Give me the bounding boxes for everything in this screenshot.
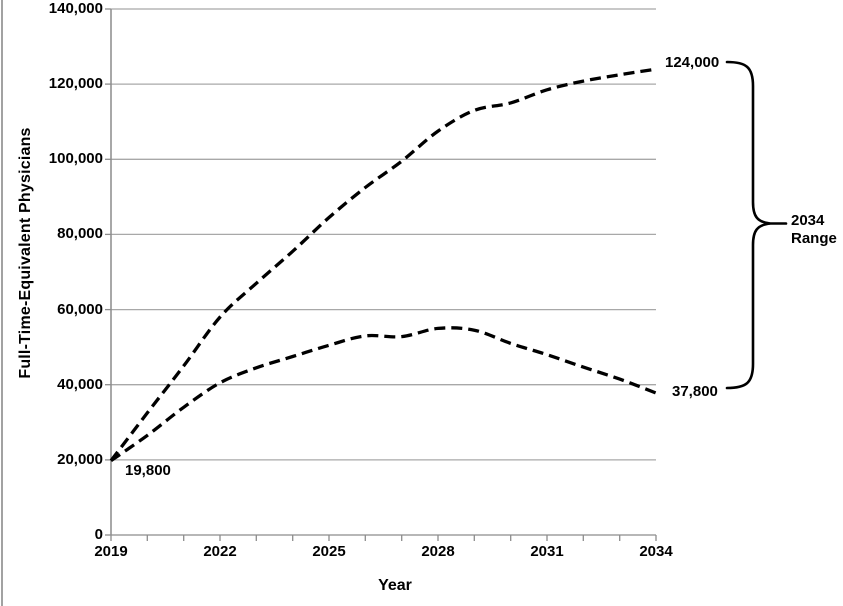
- y-tick-label-80000: 80,000: [57, 225, 103, 242]
- y-axis-title: Full-Time-Equivalent Physicians: [17, 127, 34, 379]
- low-end-value-label: 37,800: [672, 383, 718, 400]
- x-tick-label-2034: 2034: [639, 543, 673, 560]
- y-tick-label-60000: 60,000: [57, 301, 103, 318]
- y-tick-label-100000: 100,000: [48, 150, 103, 167]
- x-tick-label-2025: 2025: [312, 543, 346, 560]
- x-axis-title: Year: [378, 577, 412, 594]
- low-projection-line: [110, 326, 657, 462]
- y-tick-label-0: 0: [94, 526, 103, 543]
- y-tick-label-140000: 140,000: [48, 0, 103, 17]
- range-brace-label-line1: 2034: [791, 212, 825, 229]
- x-tick-label-2022: 2022: [203, 543, 237, 560]
- high-end-value-label: 124,000: [665, 54, 720, 71]
- x-tick-label-2031: 2031: [530, 543, 564, 560]
- range-brace-label-line2: Range: [791, 230, 837, 247]
- x-tick-label-2019: 2019: [94, 543, 128, 560]
- range-brace: [725, 60, 771, 390]
- start-value-label: 19,800: [125, 462, 171, 479]
- y-tick-label-40000: 40,000: [57, 376, 103, 393]
- y-tick-label-120000: 120,000: [48, 75, 103, 92]
- y-tick-label-20000: 20,000: [57, 451, 103, 468]
- high-projection-line: [109, 67, 657, 462]
- range-brace-label: 2034 Range: [791, 212, 837, 248]
- figure-left-border: [1, 0, 3, 606]
- x-tick-label-2028: 2028: [421, 543, 455, 560]
